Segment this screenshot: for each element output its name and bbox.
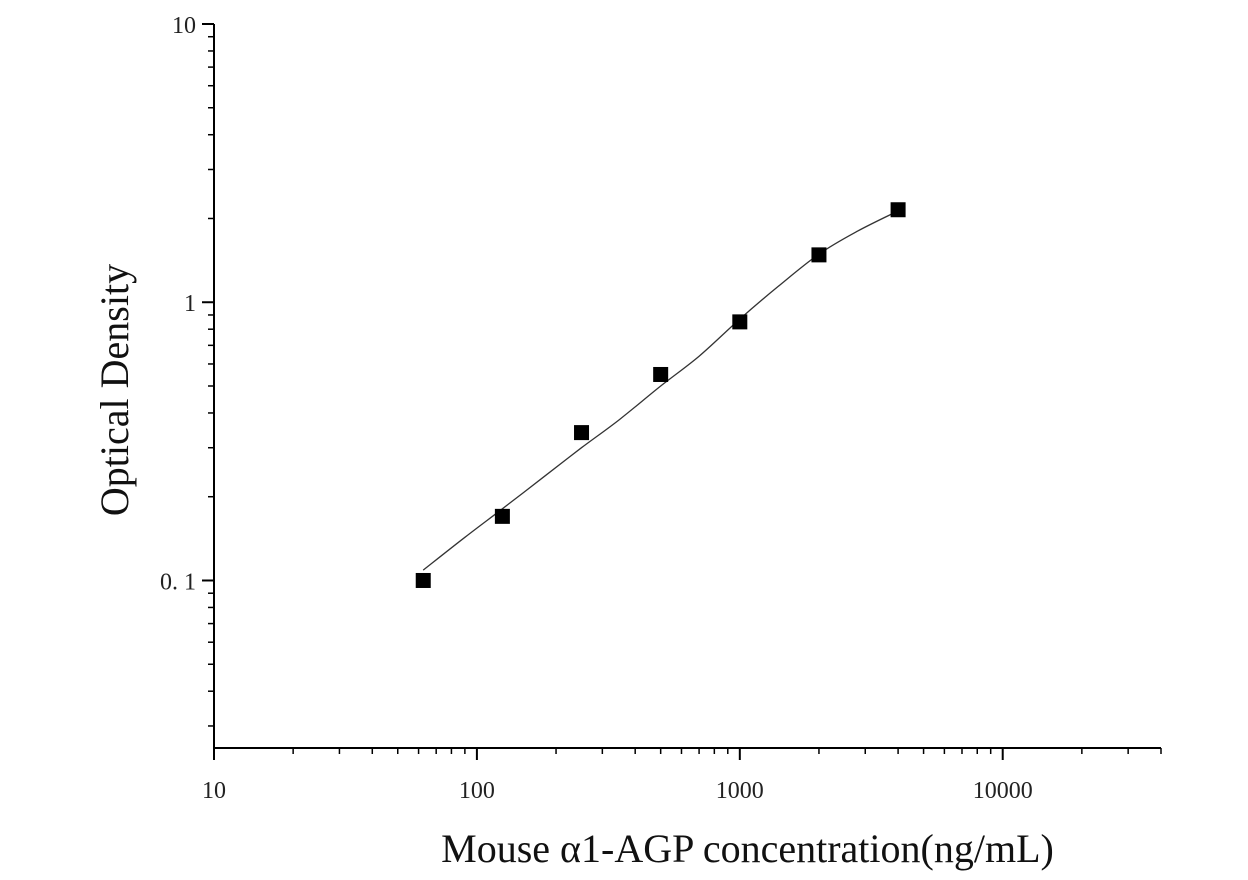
- x-tick-label: 100: [459, 778, 495, 804]
- data-points: [415, 202, 906, 588]
- x-tick-label: 1000: [716, 778, 764, 804]
- fit-curve: [422, 210, 899, 571]
- y-tick-label: 0. 1: [160, 569, 196, 595]
- data-point: [811, 247, 827, 263]
- data-point: [574, 425, 590, 441]
- x-axis-title: Mouse α1-AGP concentration(ng/mL): [441, 826, 1054, 871]
- y-tick-label: 10: [172, 13, 196, 39]
- y-tick-label: 1: [184, 291, 196, 317]
- y-axis-title: Optical Density: [92, 264, 137, 516]
- y-axis-ticks: [202, 23, 214, 727]
- x-tick-labels: 10 100 1000 10000: [202, 778, 1033, 804]
- data-point: [494, 508, 510, 524]
- data-point: [653, 366, 669, 382]
- y-tick-labels: 0. 1 1 10: [160, 13, 196, 595]
- x-tick-label: 10000: [973, 778, 1033, 804]
- x-tick-label: 10: [202, 778, 226, 804]
- data-point: [415, 572, 431, 588]
- data-point: [890, 202, 906, 218]
- data-point: [732, 314, 748, 330]
- x-axis-ticks: [213, 748, 1162, 760]
